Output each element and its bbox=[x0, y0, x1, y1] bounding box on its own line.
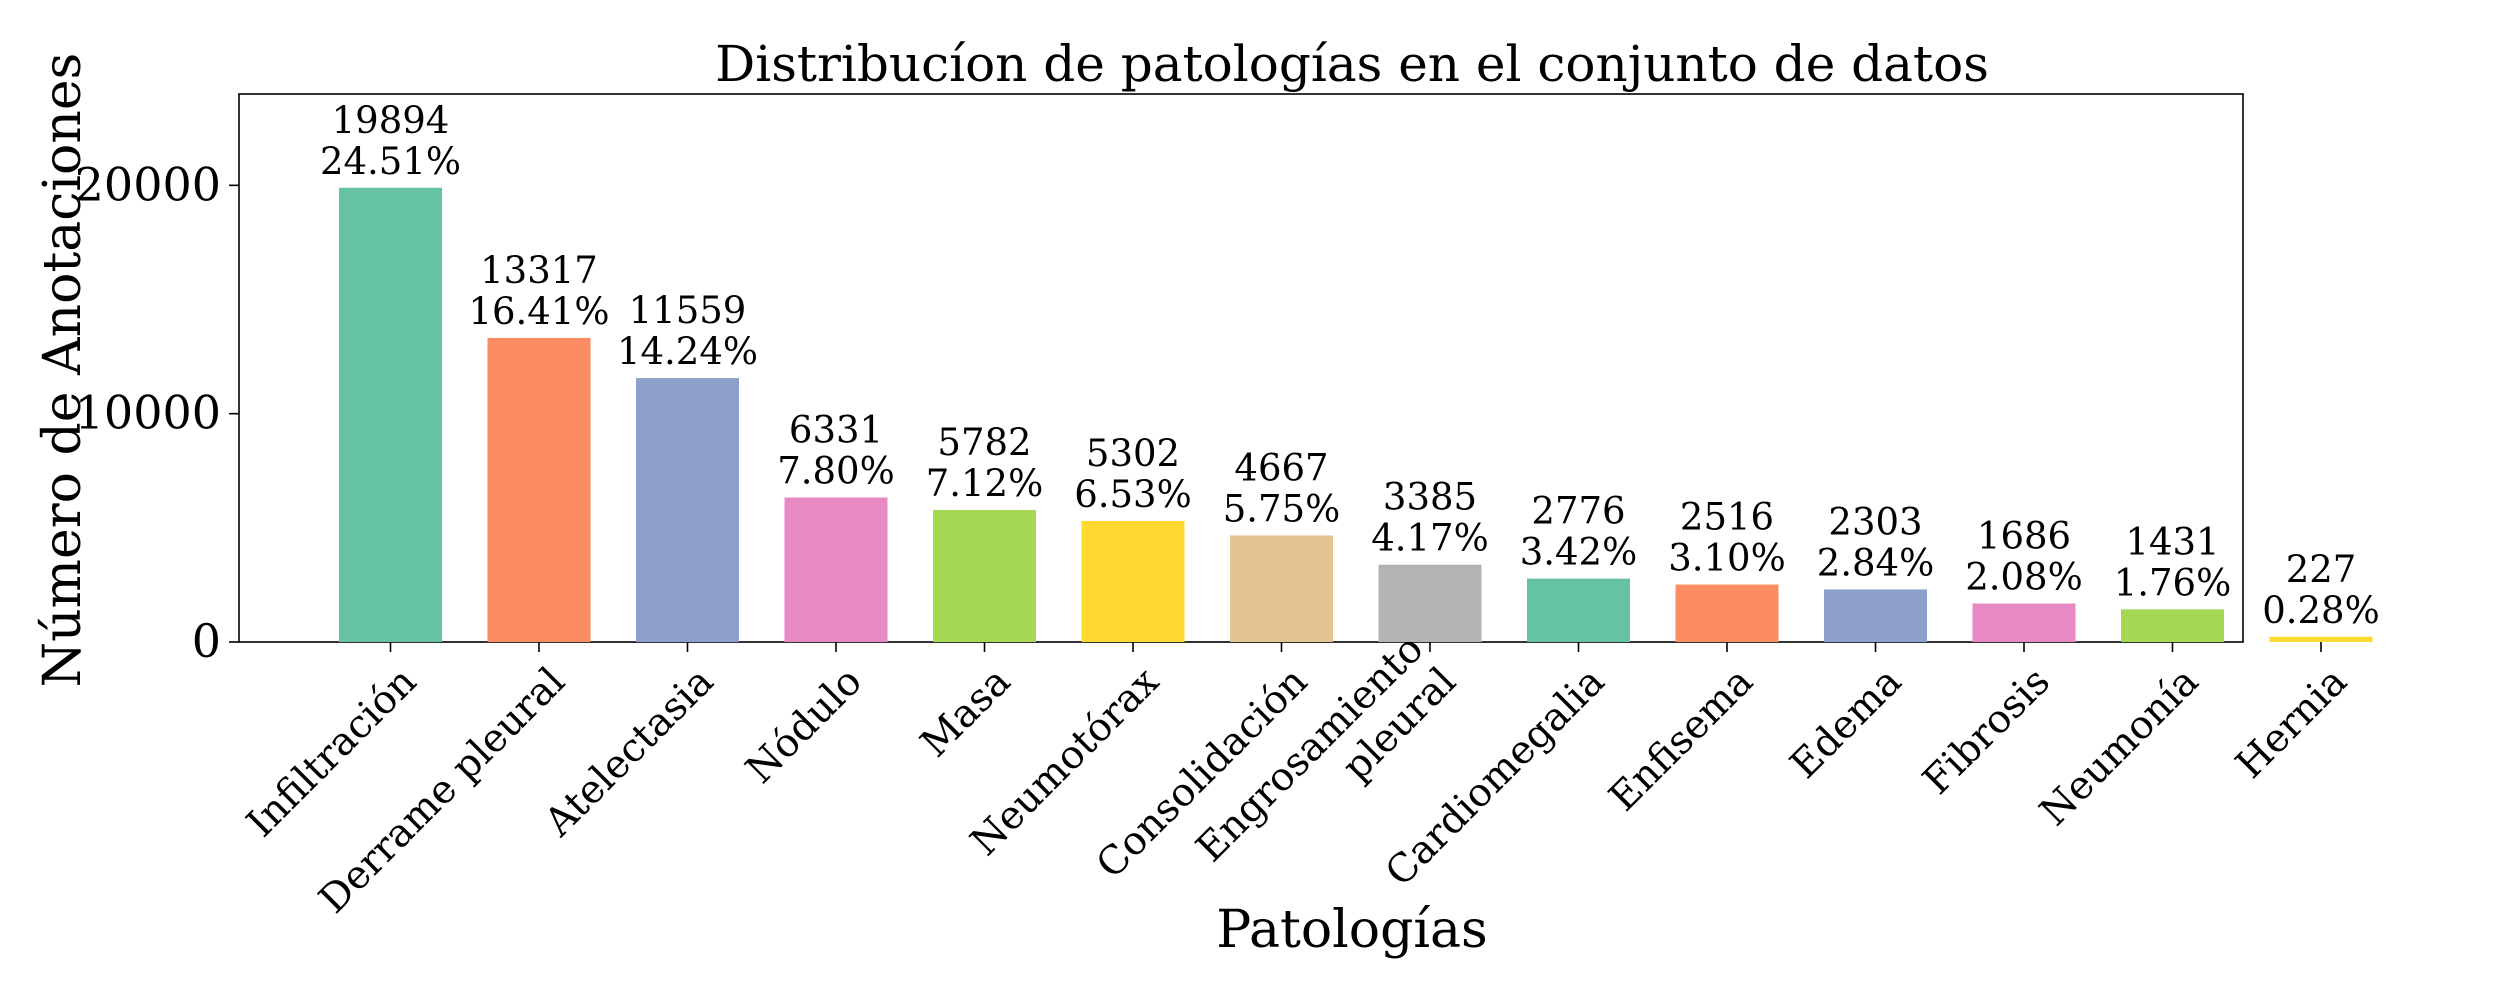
bar-count-label: 2776 bbox=[1531, 490, 1625, 533]
bar-percent-label: 7.12% bbox=[926, 462, 1044, 505]
bar-count-label: 5782 bbox=[937, 421, 1031, 464]
bar-hernia bbox=[2269, 636, 2373, 642]
y-tick-label: 20000 bbox=[75, 157, 221, 211]
bar-count-label: 2303 bbox=[1828, 500, 1922, 543]
bar-percent-label: 6.53% bbox=[1074, 473, 1192, 516]
x-tick-label-line: Enfisema bbox=[1601, 659, 1762, 820]
bar-engrosamiento-pleural bbox=[1378, 564, 1482, 642]
x-tick-label-line: Neumonía bbox=[2032, 659, 2208, 835]
x-tick-label-line: Fibrosis bbox=[1915, 659, 2059, 803]
bar-percent-label: 24.51% bbox=[320, 140, 461, 183]
x-tick-label-enfisema: Enfisema bbox=[1601, 659, 1762, 820]
x-tick-label-edema: Edema bbox=[1782, 659, 1911, 788]
x-tick-label-neumonia: Neumonía bbox=[2032, 659, 2208, 835]
y-tick-label: 0 bbox=[192, 614, 221, 668]
x-tick-label-line: Hernia bbox=[2227, 659, 2355, 787]
bar-count-label: 1686 bbox=[1977, 515, 2071, 558]
x-tick-label-masa: Masa bbox=[912, 659, 1019, 766]
bar-percent-label: 7.80% bbox=[777, 449, 895, 492]
bar-nodulo bbox=[784, 497, 888, 642]
bar-count-label: 6331 bbox=[789, 408, 883, 451]
bar-count-label: 1431 bbox=[2125, 520, 2219, 563]
bars-group bbox=[339, 187, 2373, 642]
bar-percent-label: 2.84% bbox=[1817, 541, 1935, 584]
bar-percent-label: 2.08% bbox=[1965, 556, 2083, 599]
bar-count-label: 19894 bbox=[332, 99, 450, 142]
x-tick-label-hernia: Hernia bbox=[2227, 659, 2355, 787]
x-tick-label-nodulo: Nódulo bbox=[737, 659, 870, 792]
x-tick-label-derrame-pleural: Derrame pleural bbox=[311, 659, 574, 922]
bar-percent-label: 14.24% bbox=[617, 330, 758, 373]
bar-fibrosis bbox=[1972, 603, 2076, 642]
bar-edema bbox=[1824, 589, 1927, 642]
bar-percent-label: 3.42% bbox=[1520, 531, 1638, 574]
bar-infiltracion bbox=[339, 187, 442, 642]
bar-neumonia bbox=[2121, 609, 2224, 642]
bar-count-label: 4667 bbox=[1234, 446, 1328, 489]
bar-count-label: 2516 bbox=[1680, 496, 1774, 539]
bar-count-label: 13317 bbox=[480, 249, 598, 292]
bar-consolidacion bbox=[1230, 535, 1333, 642]
y-axis: 0 10000 20000 bbox=[75, 157, 239, 668]
bar-percent-label: 3.10% bbox=[1668, 537, 1786, 580]
bar-count-label: 3385 bbox=[1383, 476, 1477, 519]
bar-percent-label: 5.75% bbox=[1223, 487, 1341, 530]
x-tick-label-fibrosis: Fibrosis bbox=[1915, 659, 2059, 803]
bar-percent-label: 16.41% bbox=[468, 290, 609, 333]
x-tick-label-line: Edema bbox=[1782, 659, 1911, 788]
x-tick-label-line: Nódulo bbox=[737, 659, 870, 792]
bar-derrame-pleural bbox=[487, 337, 591, 642]
x-tick-label-line: Masa bbox=[912, 659, 1019, 766]
bar-count-label: 11559 bbox=[629, 289, 747, 332]
bar-neumotorax bbox=[1081, 520, 1185, 642]
y-tick-label: 10000 bbox=[75, 386, 221, 440]
bar-percent-label: 4.17% bbox=[1371, 517, 1489, 560]
bar-masa bbox=[933, 509, 1036, 642]
bar-cardiomegalia bbox=[1527, 578, 1630, 642]
bar-count-label: 5302 bbox=[1086, 432, 1180, 475]
chart-title: Distribucíon de patologías en el conjunt… bbox=[715, 35, 1989, 93]
bar-atelectasia bbox=[636, 378, 739, 642]
bar-percent-label: 1.76% bbox=[2114, 561, 2232, 604]
x-axis-label: Patologías bbox=[1216, 900, 1487, 960]
bar-count-label: 227 bbox=[2286, 548, 2357, 591]
bar-enfisema bbox=[1675, 584, 1779, 642]
y-axis-label: Número de Anotaciones bbox=[33, 53, 93, 688]
x-tick-label-line: Derrame pleural bbox=[311, 659, 574, 922]
bar-percent-label: 0.28% bbox=[2262, 589, 2380, 632]
